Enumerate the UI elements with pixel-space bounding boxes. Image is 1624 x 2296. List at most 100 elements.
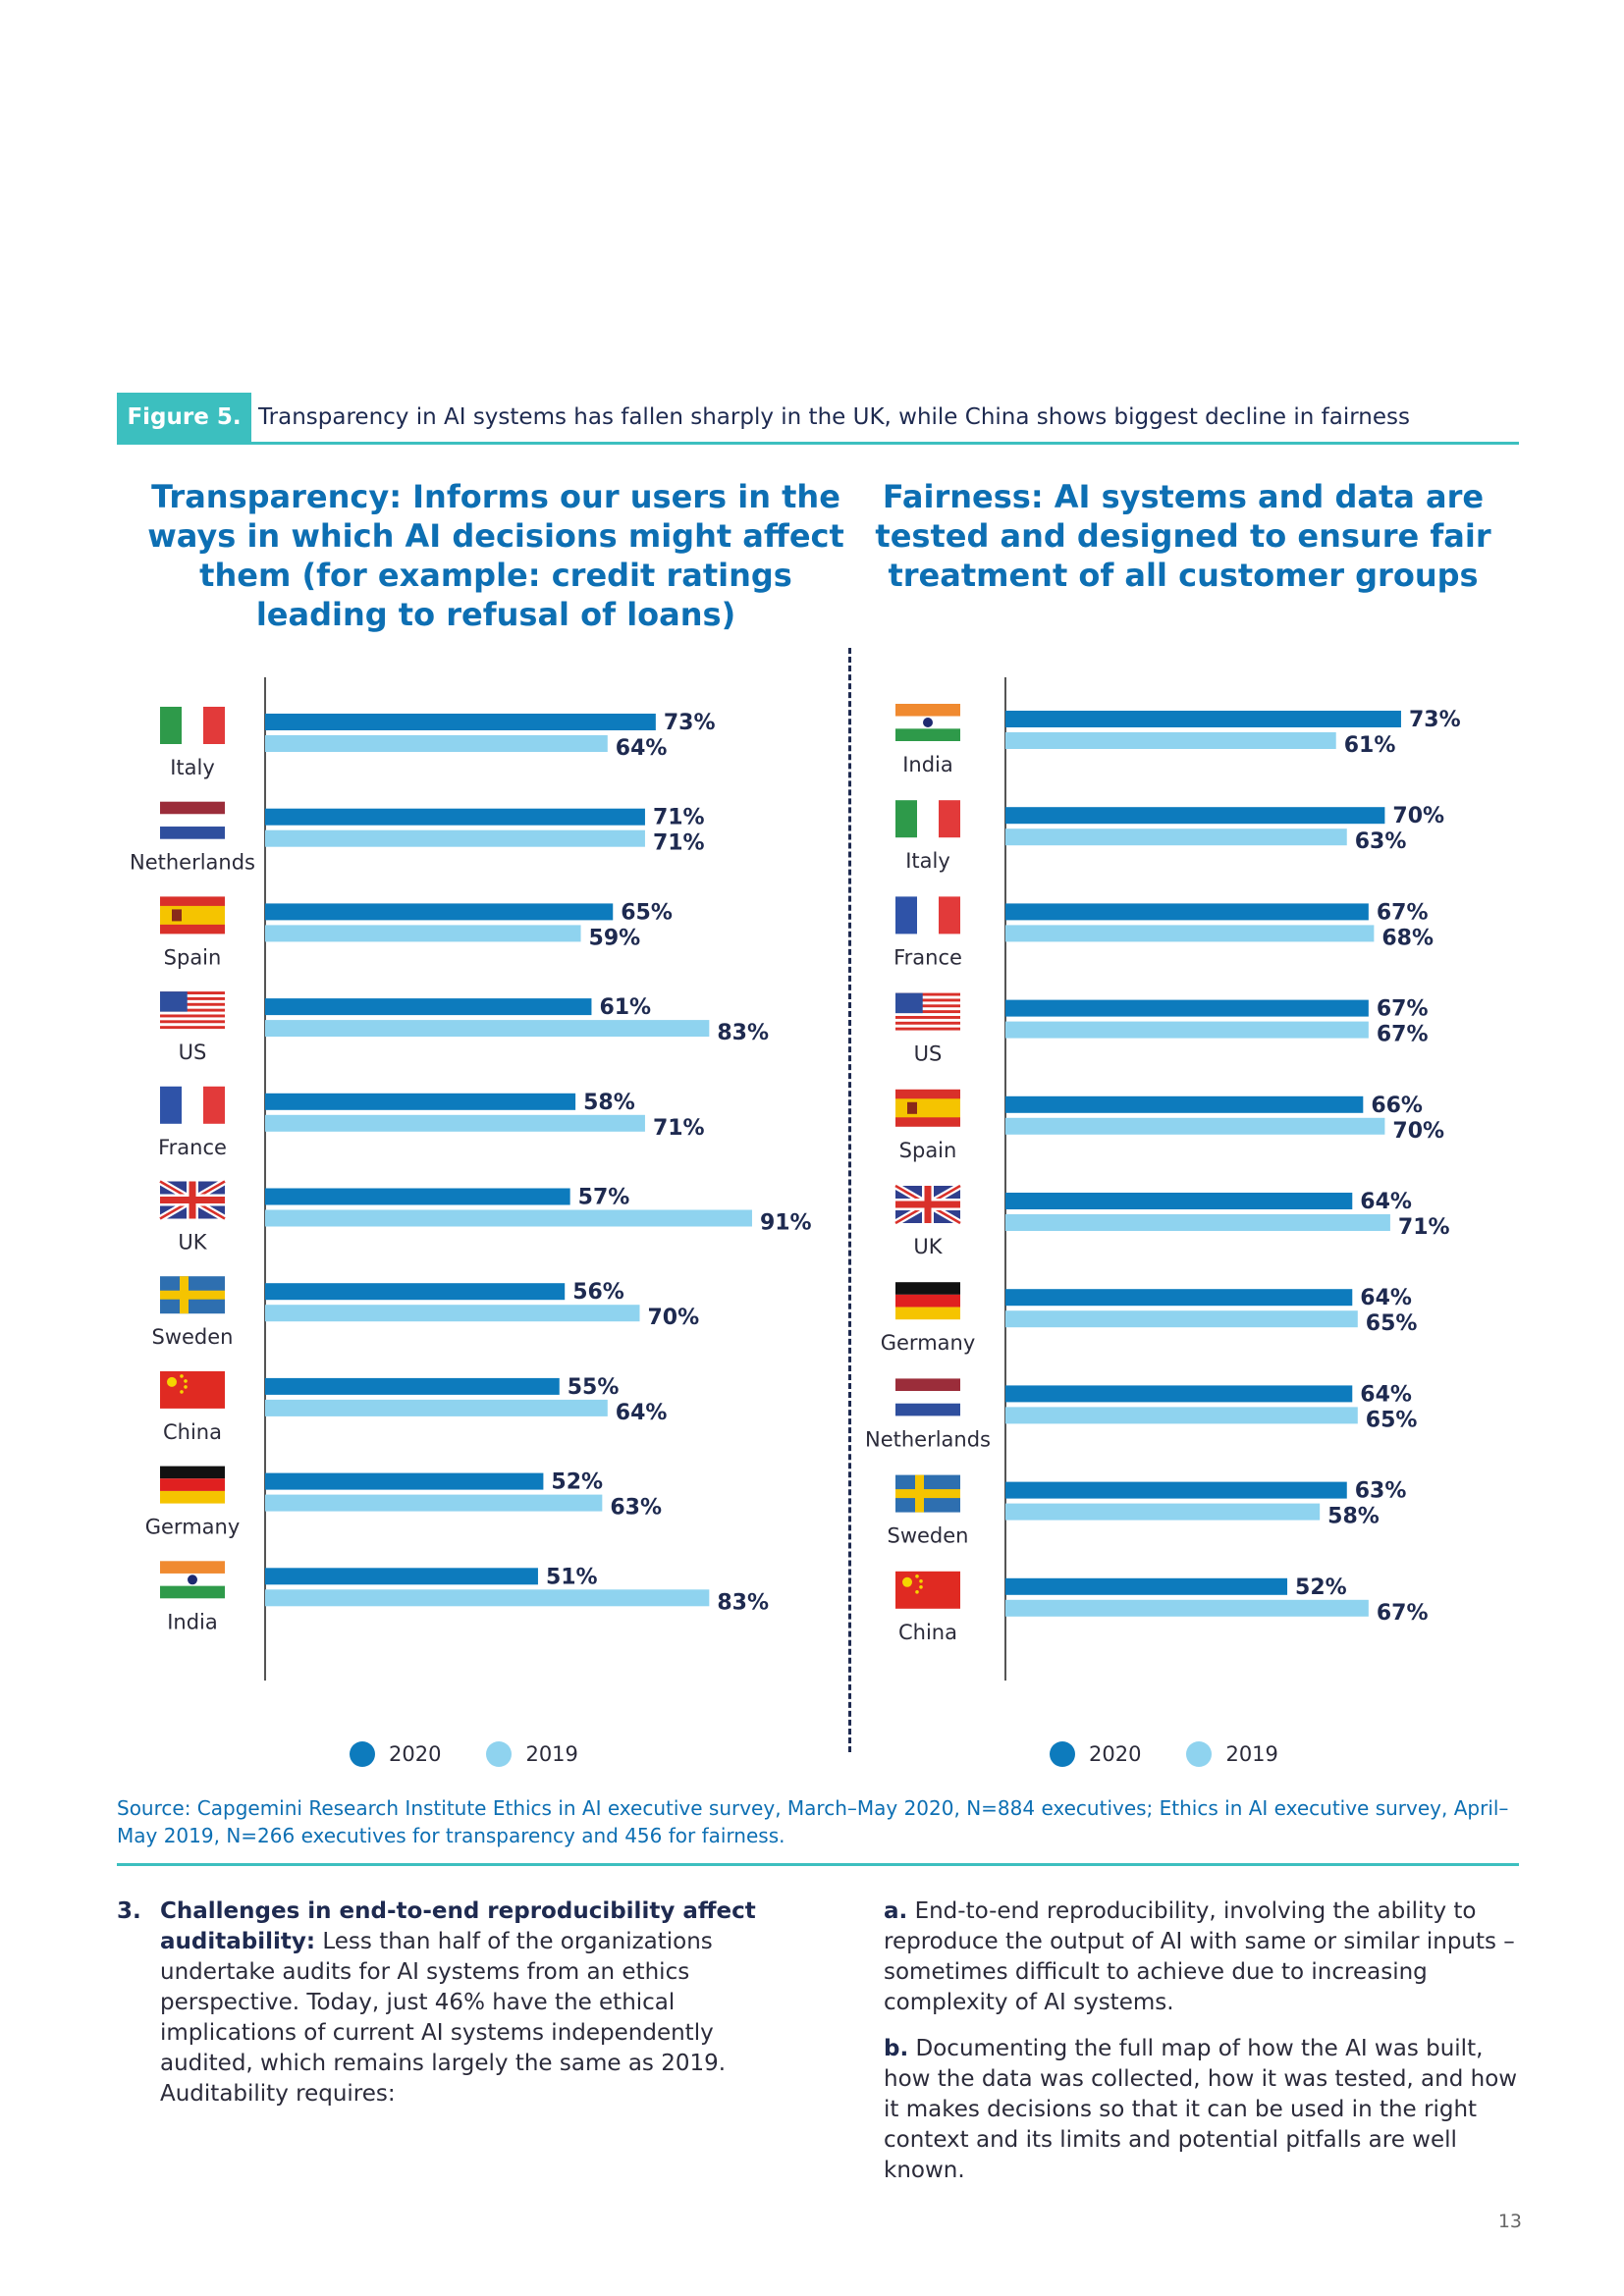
country-label: Spain (164, 945, 222, 969)
source-rule (117, 1863, 1519, 1866)
bar-group-france: France 58% 71% (158, 1086, 705, 1159)
bar-2020 (1005, 999, 1369, 1017)
legend-label-2019: 2019 (1225, 1742, 1278, 1766)
bar-group-india: India 51% 83% (160, 1561, 769, 1633)
figure-rule (117, 442, 1519, 445)
value-label-2019: 58% (1327, 1505, 1380, 1529)
bar-group-france: France 67%68% (893, 896, 1434, 969)
value-label-2019: 63% (1355, 829, 1407, 854)
india-flag-icon (160, 1561, 225, 1599)
value-label-2019: 68% (1381, 926, 1434, 950)
country-label: China (163, 1420, 222, 1444)
body-item-b: b. Documenting the full map of how the A… (884, 2034, 1522, 2186)
uk-flag-icon (158, 1178, 227, 1222)
bar-2020 (1005, 1481, 1347, 1499)
country-label: India (902, 753, 953, 776)
bar-group-germany: Germany 52% 63% (145, 1466, 662, 1539)
country-label: Netherlands (865, 1427, 991, 1451)
page-number: 13 (1497, 2211, 1522, 2232)
body-left-paragraph: Challenges in end-to-end reproducibility… (160, 1896, 804, 2109)
bar-group-germany: Germany 64%65% (881, 1282, 1418, 1355)
country-label: Netherlands (130, 851, 255, 875)
legend-swatch-2020 (1050, 1741, 1075, 1767)
bar-2019 (1005, 1117, 1385, 1135)
france-flag-icon (895, 896, 960, 934)
bar-2019 (265, 829, 645, 847)
item-b-text: Documenting the full map of how the AI w… (884, 2036, 1518, 2183)
value-label-2020: 56% (572, 1280, 624, 1305)
bar-group-italy: Italy 73%64% (160, 707, 716, 779)
country-label: India (167, 1610, 218, 1633)
item-a-text: End-to-end reproducibility, involving th… (884, 1898, 1515, 2015)
value-label-2020: 66% (1371, 1094, 1423, 1118)
legend-label-2020: 2020 (389, 1742, 442, 1766)
body-left-text: Less than half of the organizations unde… (160, 1929, 727, 2107)
figure-header: Figure 5. Transparency in AI systems has… (117, 393, 1519, 442)
value-label-2020: 52% (551, 1470, 603, 1495)
italy-flag-icon (895, 800, 960, 838)
bar-group-us: US 67%67% (895, 992, 1429, 1066)
country-label: Sweden (888, 1524, 969, 1548)
value-label-2019: 91% (760, 1211, 812, 1236)
legend-label-2019: 2019 (525, 1742, 578, 1766)
bar-2019 (265, 1020, 710, 1038)
bar-group-spain: Spain 66%70% (895, 1089, 1444, 1162)
country-label: US (914, 1042, 943, 1066)
value-label-2019: 65% (1366, 1311, 1418, 1336)
country-label: Sweden (152, 1325, 234, 1349)
bar-group-netherlands: Netherlands 71%71% (130, 801, 705, 875)
item-a-label: a. (884, 1898, 908, 1924)
bar-2020 (1005, 1095, 1364, 1113)
country-label: France (158, 1136, 227, 1159)
country-label: France (893, 945, 962, 969)
body-right-column: a. End-to-end reproducibility, involving… (884, 1896, 1522, 2202)
value-label-2020: 64% (1360, 1190, 1412, 1214)
bar-2020 (265, 1283, 566, 1301)
value-label-2020: 65% (621, 900, 673, 925)
value-label-2020: 55% (568, 1375, 620, 1400)
bar-2019 (1005, 1407, 1358, 1424)
transparency-chart-title: Transparency: Informs our users in the w… (147, 478, 844, 633)
body-left-heading: Challenges in end-to-end reproducibility… (160, 1898, 756, 1954)
bar-2019 (1005, 1599, 1369, 1617)
bar-2020 (265, 1093, 576, 1110)
bar-2020 (265, 1377, 560, 1395)
bar-2020 (265, 1188, 570, 1205)
sweden-flag-icon (160, 1276, 225, 1314)
fairness-chart: India73%61%Italy70%63%France67%68%US67%6… (865, 677, 1461, 1681)
bar-2019 (265, 1494, 603, 1512)
transparency-chart: Italy73%64%Netherlands71%71%Spain65%59%U… (130, 677, 812, 1681)
value-label-2019: 71% (653, 831, 705, 856)
value-label-2019: 64% (616, 1401, 668, 1425)
bar-group-china: China 55%64% (160, 1370, 668, 1444)
bar-group-uk: UK 57% 91% (158, 1178, 812, 1255)
item-b-label: b. (884, 2036, 909, 2061)
value-label-2019: 67% (1377, 1023, 1429, 1047)
bar-2019 (265, 735, 608, 752)
bar-2019 (265, 1114, 645, 1132)
figure-tag: Figure 5. (117, 393, 251, 442)
value-label-2019: 83% (717, 1590, 769, 1615)
country-label: UK (913, 1235, 943, 1258)
bar-group-uk: UK 64%71% (893, 1182, 1450, 1258)
bar-2020 (1005, 1385, 1353, 1403)
list-number: 3. (117, 1898, 141, 1924)
panel-divider (848, 648, 851, 1752)
country-label: UK (178, 1231, 207, 1255)
value-label-2020: 73% (664, 711, 716, 735)
figure-title: Transparency in AI systems has fallen sh… (258, 404, 1410, 430)
value-label-2020: 63% (1355, 1479, 1407, 1504)
bar-group-italy: Italy 70%63% (895, 800, 1444, 873)
value-label-2020: 58% (583, 1091, 635, 1115)
country-label: Germany (881, 1331, 976, 1355)
fairness-chart-title: Fairness: AI systems and data are tested… (875, 478, 1491, 594)
value-label-2019: 64% (616, 736, 668, 761)
bar-2020 (1005, 1289, 1353, 1307)
netherlands-flag-icon (895, 1378, 960, 1416)
value-label-2019: 63% (610, 1496, 662, 1521)
legend-label-2020: 2020 (1089, 1742, 1142, 1766)
value-label-2020: 52% (1295, 1575, 1347, 1600)
sweden-flag-icon (895, 1474, 960, 1513)
value-label-2020: 61% (599, 995, 651, 1020)
